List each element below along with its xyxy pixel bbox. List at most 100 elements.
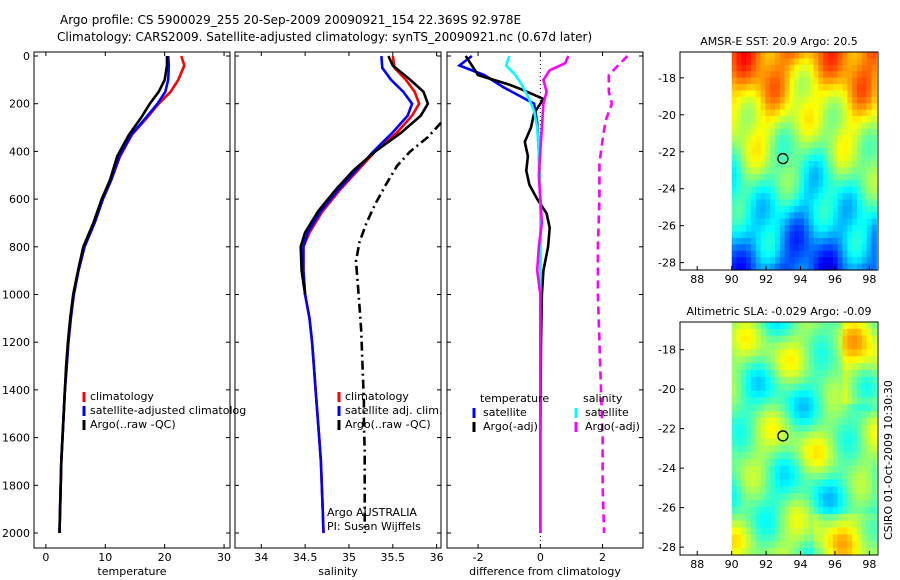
heatmap-cell: [765, 141, 771, 149]
heatmap-cell: [804, 445, 810, 453]
heatmap-cell: [794, 472, 800, 481]
heatmap-cell: [794, 383, 800, 392]
heatmap-cell: [818, 167, 824, 175]
y-tick-label: -26: [658, 502, 676, 515]
y-tick-label: -22: [658, 423, 676, 436]
heatmap-cell: [770, 141, 776, 149]
heatmap-cell: [823, 328, 829, 337]
heatmap-cell: [818, 148, 824, 156]
heatmap-cell: [794, 417, 800, 426]
heatmap-cell: [871, 263, 877, 271]
x-tick-label: 92: [759, 558, 773, 571]
heatmap-cell: [799, 465, 805, 474]
heatmap-cell: [779, 500, 786, 508]
heatmap-cell: [741, 548, 747, 556]
heatmap-cell: [847, 500, 853, 508]
heatmap-cell: [799, 199, 805, 207]
heatmap-cell: [808, 218, 815, 226]
heatmap-cell: [746, 349, 752, 357]
heatmap-cell: [746, 356, 752, 364]
heatmap-cell: [779, 376, 786, 385]
heatmap-cell: [804, 205, 810, 213]
heatmap-cell: [813, 199, 819, 207]
heatmap-cell: [857, 411, 863, 419]
heatmap-cell: [857, 370, 863, 378]
heatmap-cell: [828, 376, 834, 385]
heatmap-cell: [832, 173, 839, 181]
heatmap-cell: [779, 250, 786, 258]
heatmap-cell: [775, 109, 781, 117]
heatmap-cell: [837, 356, 844, 364]
heatmap-cell: [741, 322, 747, 330]
heatmap-cell: [818, 445, 824, 453]
heatmap-cell: [731, 199, 738, 207]
heatmap-cell: [736, 349, 742, 357]
heatmap-cell: [760, 534, 766, 542]
heatmap-cell: [789, 122, 795, 130]
heatmap-cell: [784, 64, 791, 72]
heatmap-cell: [779, 479, 786, 488]
heatmap-cell: [760, 237, 766, 245]
heatmap-cell: [866, 128, 872, 136]
heatmap-cell: [832, 383, 839, 392]
heatmap-cell: [823, 167, 829, 175]
heatmap-cell: [813, 205, 819, 213]
heatmap-cell: [789, 263, 795, 271]
heatmap-cell: [828, 148, 834, 156]
heatmap-cell: [808, 459, 815, 467]
heatmap-cell: [818, 424, 824, 433]
heatmap-cell: [755, 84, 762, 92]
heatmap-cell: [736, 231, 742, 239]
heatmap-cell: [857, 459, 863, 467]
heatmap-cell: [760, 376, 766, 385]
heatmap-cell: [799, 322, 805, 330]
heatmap-cell: [784, 180, 791, 188]
heatmap-cell: [799, 513, 805, 522]
heatmap-cell: [755, 411, 762, 419]
heatmap-cell: [808, 199, 815, 207]
heatmap-cell: [828, 370, 834, 378]
heatmap-cell: [779, 534, 786, 542]
heatmap-cell: [852, 161, 858, 168]
heatmap-cell: [832, 103, 839, 111]
heatmap-cell: [784, 109, 791, 117]
heatmap-cell: [861, 486, 868, 494]
heatmap-cell: [866, 103, 872, 111]
y-tick-label: 1800: [2, 479, 30, 492]
heatmap-cell: [741, 452, 747, 460]
heatmap-cell: [813, 383, 819, 392]
heatmap-cell: [837, 193, 844, 201]
heatmap-cell: [731, 122, 738, 130]
heatmap-cell: [842, 135, 848, 143]
heatmap-cell: [823, 322, 829, 330]
heatmap-cell: [799, 193, 805, 201]
heatmap-cell: [765, 541, 771, 549]
heatmap-cell: [847, 161, 853, 168]
heatmap-cell: [847, 459, 853, 467]
heatmap-cell: [799, 231, 805, 239]
heatmap-cell: [741, 390, 747, 398]
heatmap-cell: [779, 342, 786, 351]
heatmap-cell: [750, 218, 757, 226]
heatmap-cell: [731, 64, 738, 72]
heatmap-cell: [789, 548, 795, 556]
heatmap-cell: [857, 452, 863, 460]
heatmap-cell: [794, 64, 800, 72]
heatmap-cell: [746, 383, 752, 392]
heatmap-cell: [731, 445, 738, 453]
heatmap-cell: [765, 84, 771, 92]
heatmap-cell: [871, 96, 877, 104]
heatmap-cell: [765, 479, 771, 488]
heatmap-cell: [866, 445, 872, 453]
heatmap-cell: [847, 507, 853, 515]
heatmap-cell: [871, 58, 877, 66]
heatmap-cell: [818, 263, 824, 271]
heatmap-cell: [842, 322, 848, 330]
heatmap-cell: [736, 335, 742, 344]
x-tick-label: 35: [342, 551, 356, 564]
heatmap-cell: [755, 77, 762, 85]
x-tick-label: 96: [828, 273, 842, 286]
heatmap-cell: [808, 225, 815, 233]
heatmap-cell: [765, 90, 771, 98]
heatmap-cell: [842, 148, 848, 156]
